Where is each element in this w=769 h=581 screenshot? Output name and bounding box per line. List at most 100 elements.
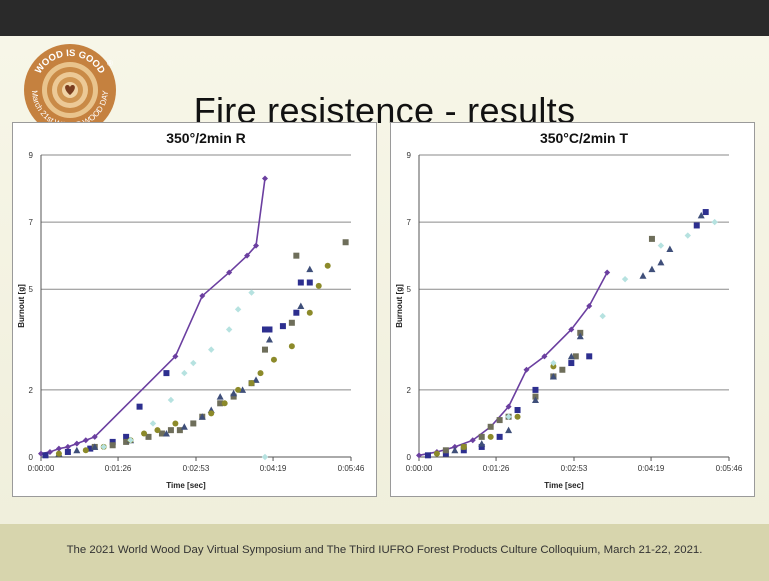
data-point	[226, 269, 233, 276]
data-point	[514, 407, 521, 414]
data-point	[73, 446, 81, 454]
data-point	[261, 346, 268, 353]
data-point	[261, 175, 268, 182]
data-point	[288, 343, 295, 350]
data-point	[216, 393, 224, 400]
data-point	[639, 272, 647, 279]
data-point	[315, 282, 322, 289]
data-point	[567, 352, 575, 360]
x-tick-label: 0:01:26	[483, 464, 510, 473]
y-tick-label: 2	[29, 386, 34, 395]
y-tick-label: 9	[29, 151, 34, 160]
data-point	[235, 386, 242, 393]
data-point	[123, 433, 130, 440]
data-point	[123, 438, 130, 445]
data-point	[478, 440, 486, 447]
x-tick-label: 0:04:19	[260, 464, 287, 473]
data-point	[253, 242, 260, 249]
data-point	[145, 433, 152, 440]
data-point	[586, 303, 593, 309]
data-point	[306, 309, 313, 316]
data-point	[442, 447, 449, 454]
data-point	[149, 420, 157, 427]
data-point	[162, 430, 170, 437]
data-point	[172, 353, 179, 360]
data-point	[541, 353, 548, 360]
data-point	[257, 370, 264, 377]
y-tick-label: 7	[407, 218, 412, 227]
data-point	[73, 440, 80, 447]
data-point	[109, 442, 116, 449]
data-point	[180, 423, 188, 430]
data-point	[167, 427, 174, 434]
data-point	[460, 447, 467, 454]
data-point	[127, 437, 134, 444]
logo-registered: ®	[107, 59, 113, 68]
data-point	[550, 363, 557, 370]
data-point	[684, 232, 691, 239]
top-bar	[0, 0, 769, 36]
data-point	[82, 437, 89, 444]
data-point	[42, 452, 49, 459]
data-point	[136, 403, 143, 410]
data-point	[442, 450, 449, 457]
data-point	[248, 380, 255, 387]
data-point	[265, 336, 273, 343]
x-axis-label: Time [sec]	[166, 481, 206, 490]
data-point	[190, 420, 197, 427]
data-point	[433, 450, 440, 457]
data-point	[306, 265, 314, 273]
chart-r: 350°/2min R 0 2 5 7 9 0:00:00 0:01:26 0:02:53 0:0…	[17, 130, 365, 490]
y-tick-label: 2	[407, 386, 412, 395]
data-point	[297, 302, 305, 309]
chart-title: 350°/2min R	[166, 130, 246, 146]
heart-icon	[65, 85, 75, 95]
data-point	[531, 396, 539, 403]
series-line	[418, 272, 608, 457]
x-tick-label: 0:05:46	[338, 464, 365, 473]
data-point	[91, 433, 98, 440]
data-point	[55, 445, 62, 452]
data-point	[469, 437, 476, 444]
data-point	[657, 242, 665, 249]
x-tick-label: 0:02:53	[561, 464, 588, 473]
data-point	[261, 326, 268, 333]
data-point	[181, 369, 188, 377]
data-point	[599, 312, 606, 320]
data-point	[154, 427, 161, 434]
data-point	[487, 433, 494, 440]
y-tick-label: 5	[407, 285, 412, 294]
data-point	[252, 376, 260, 383]
chart-t: 350°C/2min T 0 2 5 7 9 0:00:00 0:01:26 0:02:53 0:…	[395, 130, 743, 490]
data-point	[100, 443, 107, 451]
data-point	[297, 279, 304, 286]
series-line	[40, 178, 266, 455]
data-point	[451, 446, 459, 454]
data-point	[532, 386, 539, 393]
chart-panel-r: 350°/2min R 0 2 5 7 9 0:00:00 0:01:26 0:02:53 0:0…	[12, 122, 377, 497]
chart-title: 350°C/2min T	[540, 130, 629, 146]
data-point	[244, 252, 251, 259]
data-point	[293, 309, 300, 316]
data-point	[239, 386, 247, 393]
data-point	[549, 372, 557, 380]
data-point	[288, 319, 295, 326]
data-point	[604, 269, 611, 276]
data-point	[293, 252, 300, 259]
data-point	[505, 426, 513, 434]
data-point	[158, 430, 165, 437]
x-tick-label: 0:04:19	[638, 464, 665, 473]
data-point	[230, 389, 238, 397]
data-point	[568, 326, 575, 333]
data-point	[550, 359, 557, 367]
y-tick-label: 9	[407, 151, 412, 160]
data-point	[91, 443, 99, 450]
data-point	[248, 289, 255, 296]
data-point	[230, 393, 237, 400]
data-point	[87, 445, 94, 452]
x-tick-label: 0:01:26	[105, 464, 132, 473]
data-point	[648, 265, 656, 273]
data-point	[199, 292, 206, 299]
data-point	[64, 448, 71, 455]
data-point	[270, 356, 277, 363]
